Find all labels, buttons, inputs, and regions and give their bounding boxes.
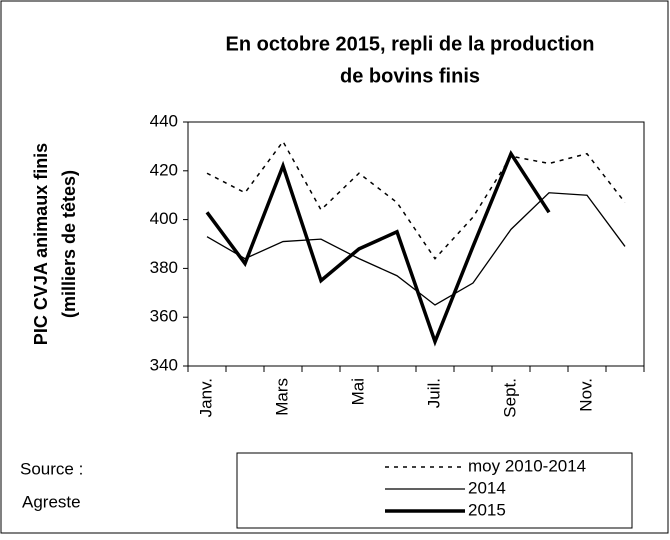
x-tick-label: Janv. <box>196 378 215 417</box>
y-tick-label: 360 <box>150 307 178 326</box>
x-tick-label: Sept. <box>500 378 519 418</box>
y-axis-label: PIC CVJA animaux finis <box>31 143 51 345</box>
y-tick-label: 340 <box>150 355 178 374</box>
legend-label: moy 2010-2014 <box>468 456 586 475</box>
chart-title: En octobre 2015, repli de la production <box>226 33 595 55</box>
chart-title: de bovins finis <box>340 65 480 87</box>
x-tick-label: Mai <box>348 378 367 405</box>
legend-label: 2014 <box>468 478 506 497</box>
y-axis-label: (milliers de têtes) <box>59 170 79 318</box>
series-line <box>205 149 551 347</box>
source: Source : <box>20 459 83 478</box>
y-tick-label: 380 <box>150 258 178 277</box>
source: Agreste <box>22 492 81 511</box>
y-tick-label: 420 <box>150 160 178 179</box>
x-tick-label: Mars <box>272 378 291 416</box>
legend-box <box>236 452 633 529</box>
legend-label: 2015 <box>468 500 506 519</box>
y-tick-label: 400 <box>150 209 178 228</box>
x-tick-label: Juil. <box>424 378 443 408</box>
y-tick-label: 440 <box>150 111 178 130</box>
x-tick-label: Nov. <box>576 378 595 412</box>
